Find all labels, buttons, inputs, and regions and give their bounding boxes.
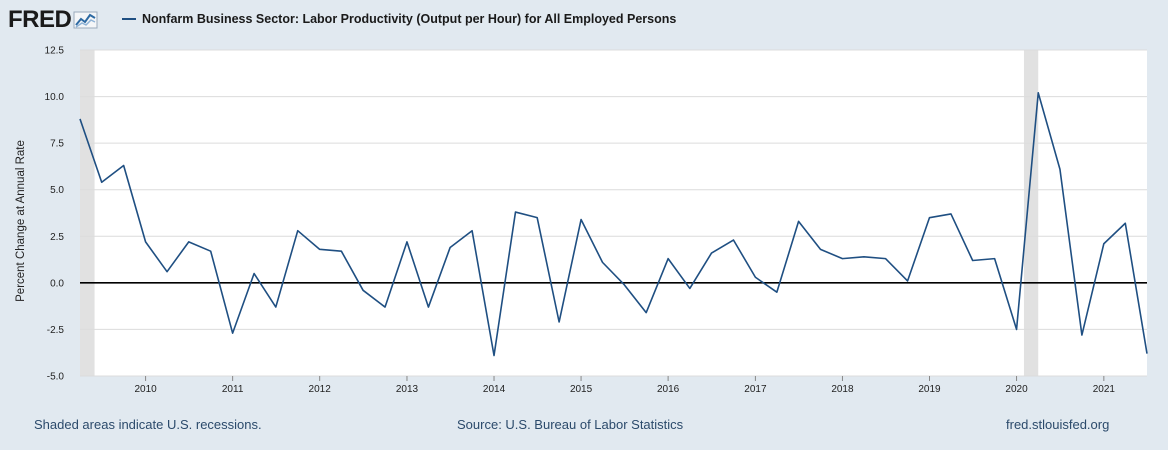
site-link[interactable]: fred.stlouisfed.org — [1006, 417, 1110, 432]
legend: Nonfarm Business Sector: Labor Productiv… — [122, 12, 676, 26]
x-tick-label: 2020 — [1005, 384, 1028, 395]
recession-band — [80, 50, 95, 376]
fred-logo-text: FRED — [8, 6, 72, 33]
y-tick-label: -2.5 — [47, 325, 65, 336]
x-tick-label: 2010 — [134, 384, 157, 395]
legend-label: Nonfarm Business Sector: Labor Productiv… — [142, 12, 677, 26]
x-tick-label: 2015 — [570, 384, 593, 395]
y-tick-label: 7.5 — [50, 139, 64, 150]
y-tick-label: 10.0 — [45, 92, 65, 103]
plot-area — [80, 50, 1147, 376]
x-tick-label: 2021 — [1093, 384, 1116, 395]
y-tick-label: 12.5 — [45, 46, 65, 57]
x-tick-label: 2019 — [918, 384, 941, 395]
y-tick-label: 0.0 — [50, 278, 64, 289]
y-tick-label: 5.0 — [50, 185, 64, 196]
fred-logo[interactable]: FRED — [8, 6, 99, 34]
x-tick-label: 2012 — [309, 384, 332, 395]
x-tick-label: 2017 — [744, 384, 767, 395]
x-tick-label: 2011 — [222, 384, 244, 395]
recession-band — [1023, 50, 1039, 376]
fred-chart-icon — [73, 11, 98, 29]
x-tick-label: 2014 — [483, 384, 506, 395]
source-note: Source: U.S. Bureau of Labor Statistics — [457, 417, 684, 432]
x-tick-label: 2018 — [831, 384, 854, 395]
x-tick-label: 2013 — [396, 384, 419, 395]
y-tick-label: -5.0 — [47, 372, 65, 383]
recession-note: Shaded areas indicate U.S. recessions. — [34, 417, 262, 432]
chart-header: FRED Nonfarm Business Sector: Labor Prod… — [0, 0, 1168, 40]
chart-footer: Shaded areas indicate U.S. recessions. S… — [0, 417, 1168, 437]
y-tick-label: 2.5 — [50, 232, 64, 243]
legend-swatch — [122, 18, 136, 20]
x-tick-label: 2016 — [657, 384, 680, 395]
y-axis-label: Percent Change at Annual Rate — [15, 140, 27, 302]
series-line — [79, 92, 1148, 357]
